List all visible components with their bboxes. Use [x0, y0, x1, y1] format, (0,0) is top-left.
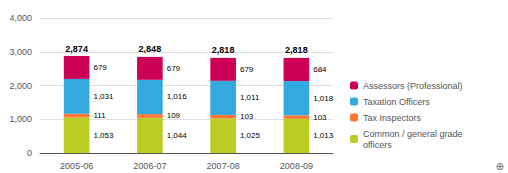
svg-text:2,818: 2,818	[285, 45, 308, 55]
svg-text:103: 103	[313, 113, 327, 122]
svg-text:679: 679	[167, 64, 181, 73]
svg-text:103: 103	[240, 112, 254, 121]
svg-text:679: 679	[93, 63, 107, 72]
svg-text:officers: officers	[363, 140, 392, 150]
svg-text:1,018: 1,018	[313, 94, 334, 103]
svg-text:2,000: 2,000	[9, 81, 32, 91]
svg-text:2008-09: 2008-09	[280, 161, 313, 171]
svg-text:Common / general grade: Common / general grade	[363, 129, 463, 139]
svg-text:2007-08: 2007-08	[207, 161, 240, 171]
svg-text:Assessors (Professional): Assessors (Professional)	[363, 81, 463, 91]
svg-text:2006-07: 2006-07	[133, 161, 166, 171]
svg-text:679: 679	[240, 65, 254, 74]
svg-text:1,013: 1,013	[313, 131, 334, 140]
svg-text:0: 0	[27, 148, 32, 158]
svg-text:4,000: 4,000	[9, 13, 32, 23]
svg-text:111: 111	[93, 111, 106, 120]
svg-text:1,016: 1,016	[167, 92, 188, 101]
svg-text:1,044: 1,044	[167, 131, 188, 140]
svg-text:1,011: 1,011	[240, 93, 260, 102]
svg-text:⊕: ⊕	[496, 161, 504, 172]
svg-text:2,818: 2,818	[212, 45, 235, 55]
svg-text:2,874: 2,874	[65, 44, 88, 54]
svg-text:1,025: 1,025	[240, 131, 261, 140]
svg-text:Tax Inspectors: Tax Inspectors	[363, 113, 422, 123]
svg-text:1,031: 1,031	[93, 92, 114, 101]
svg-text:1,000: 1,000	[9, 114, 32, 124]
svg-text:1,053: 1,053	[93, 131, 114, 140]
svg-text:3,000: 3,000	[9, 47, 32, 57]
svg-text:684: 684	[313, 65, 327, 74]
svg-text:2,848: 2,848	[139, 44, 162, 54]
svg-text:109: 109	[167, 111, 181, 120]
svg-text:2005-06: 2005-06	[60, 161, 93, 171]
svg-text:Taxation Officers: Taxation Officers	[363, 97, 430, 107]
